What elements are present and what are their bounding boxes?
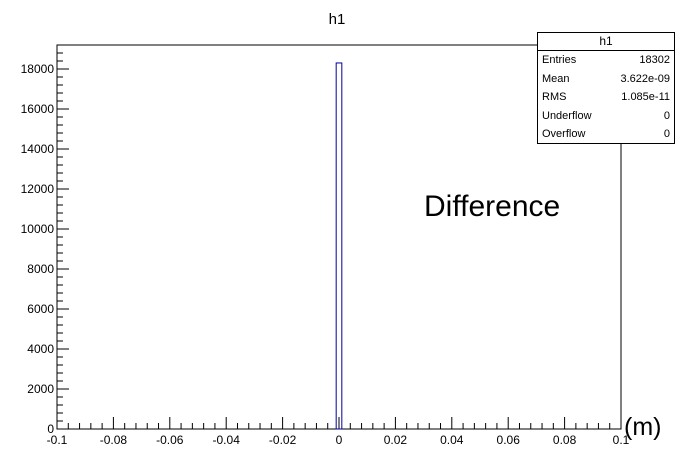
x-tick-label: 0.1 (613, 433, 630, 447)
histogram-bar (335, 62, 343, 430)
y-tick-label: 10000 (21, 222, 55, 236)
y-tick-label: 12000 (21, 182, 55, 196)
stats-label: Underflow (542, 109, 592, 122)
stats-value: 3.622e-09 (620, 72, 670, 85)
x-tick-label: -0.02 (269, 433, 297, 447)
x-tick-label: -0.08 (100, 433, 128, 447)
difference-annotation: Difference (424, 190, 561, 223)
stats-label: Entries (542, 54, 577, 66)
stats-row-rms: RMS 1.085e-11 (538, 88, 674, 107)
x-tick-label: -0.06 (156, 433, 184, 447)
stats-value: 0 (663, 128, 670, 141)
stats-box-title: h1 (538, 33, 674, 51)
stats-row-entries: Entries 18302 (538, 51, 674, 70)
x-tick-label: -0.1 (47, 433, 68, 447)
x-tick-label: 0.06 (497, 433, 521, 447)
x-tick-label: 0.02 (384, 433, 408, 447)
x-tick-label: 0 (336, 433, 343, 447)
y-tick-label: 0 (47, 422, 54, 436)
x-tick-label: -0.04 (213, 433, 241, 447)
tick-labels: -0.1 -0.08 -0.06 -0.04 -0.02 0 0.02 0.04 0.06 0.0… (21, 62, 630, 447)
y-tick-label: 18000 (21, 62, 55, 76)
x-tick-label: 0.04 (440, 433, 464, 447)
y-tick-label: 2000 (27, 382, 54, 396)
x-axis-unit-label: (m) (624, 413, 662, 441)
y-tick-label: 6000 (27, 302, 54, 316)
x-tick-label: 0.08 (553, 433, 577, 447)
stats-label: Mean (542, 72, 570, 85)
histogram-bars (335, 62, 343, 430)
stats-label: RMS (542, 91, 567, 104)
stats-row-underflow: Underflow 0 (538, 107, 674, 126)
stats-label: Overflow (542, 128, 586, 141)
stats-row-overflow: Overflow 0 (538, 125, 674, 144)
stats-value: 0 (663, 109, 670, 122)
y-tick-label: 16000 (21, 102, 55, 116)
y-tick-label: 8000 (27, 262, 54, 276)
stats-value: 1.085e-11 (621, 91, 670, 104)
stats-row-mean: Mean 3.622e-09 (538, 70, 674, 89)
stats-box: h1 Entries 18302 Mean 3.622e-09 RMS 1.08… (537, 32, 675, 144)
y-tick-label: 4000 (27, 342, 54, 356)
chart-title: h1 (329, 11, 346, 28)
stats-value: 18302 (639, 54, 670, 66)
y-tick-label: 14000 (21, 142, 55, 156)
axis-ticks (56, 44, 622, 430)
